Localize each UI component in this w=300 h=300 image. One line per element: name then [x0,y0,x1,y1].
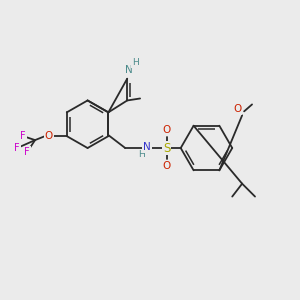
Text: F: F [14,143,20,153]
Text: H: H [138,151,145,160]
Text: N: N [143,142,151,152]
Text: O: O [163,125,171,135]
Text: N: N [125,65,133,75]
Text: F: F [24,147,30,157]
Text: S: S [163,142,170,154]
Text: O: O [163,161,171,171]
Text: O: O [233,104,241,114]
Text: F: F [20,131,26,141]
Text: H: H [132,58,139,67]
Text: O: O [45,131,53,141]
